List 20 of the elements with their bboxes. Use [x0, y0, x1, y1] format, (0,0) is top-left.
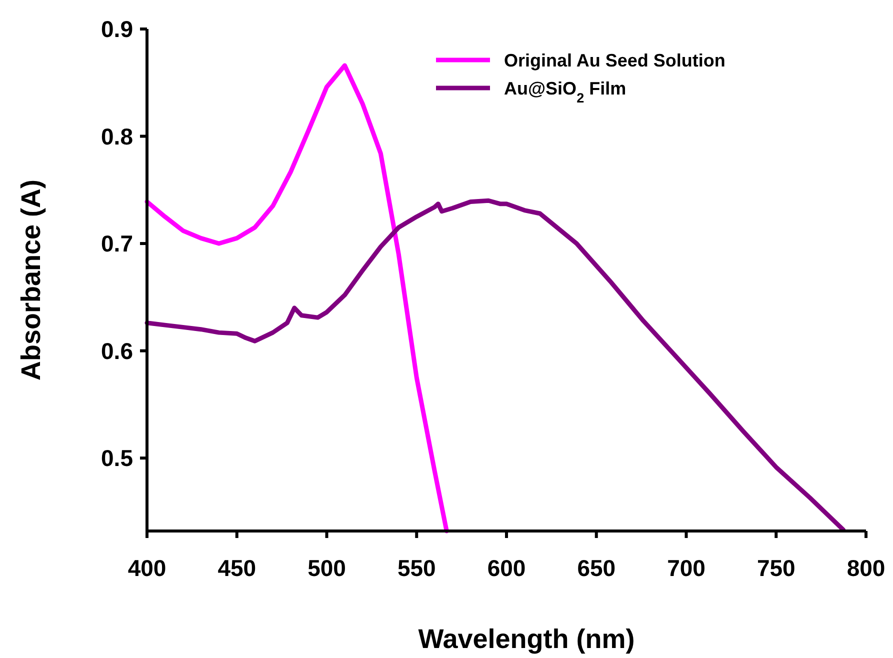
- x-tick-label: 700: [667, 555, 706, 581]
- x-tick-label: 650: [577, 555, 616, 581]
- y-tick-label: 0.7: [101, 230, 133, 257]
- x-tick-label: 550: [397, 555, 436, 581]
- x-tick-label: 800: [846, 555, 886, 581]
- x-tick-label: 500: [308, 555, 346, 581]
- legend-label: Original Au Seed Solution: [504, 50, 726, 70]
- legend-label: Au@SiO$_{2}$ Film: [504, 78, 626, 105]
- y-tick-label: 0.8: [101, 123, 134, 150]
- x-tick-label: 600: [487, 555, 526, 581]
- x-tick-label: 400: [128, 555, 166, 581]
- line-series: [144, 198, 846, 532]
- line-series: [144, 63, 449, 534]
- y-tick-label: 0.9: [101, 16, 133, 42]
- y-tick-label: 0.5: [101, 445, 134, 472]
- y-axis-title: Absorbance (A): [16, 179, 46, 381]
- x-axis-title: Wavelength (nm): [418, 624, 635, 654]
- y-tick-label: 0.6: [101, 338, 133, 364]
- x-tick-label: 450: [218, 555, 256, 581]
- x-tick-label: 750: [756, 555, 796, 581]
